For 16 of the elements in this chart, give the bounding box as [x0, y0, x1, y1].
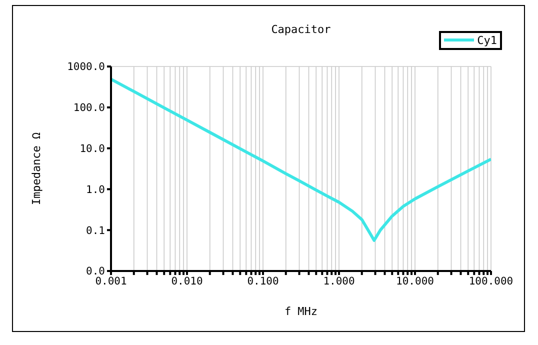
x-tick-label: 0.010: [171, 275, 203, 288]
y-tick-label: 100.0: [73, 102, 105, 114]
y-tick-label: 10.0: [80, 143, 105, 156]
y-tick-label: 1000.0: [67, 61, 105, 74]
y-tick-label: 1.0: [86, 184, 105, 196]
x-tick-label: 1.000: [323, 275, 355, 288]
y-tick-label: 0.1: [86, 224, 105, 237]
x-tick-label: 0.100: [247, 275, 279, 288]
x-tick-label: 100.000: [468, 275, 514, 288]
x-tick-label: 0.001: [95, 275, 127, 288]
legend-label: Cy1: [477, 34, 497, 46]
y-tick-label: 0.0: [86, 266, 105, 278]
chart-title: Capacitor: [271, 23, 331, 36]
x-tick-label: 10.000: [396, 275, 434, 288]
x-axis-title: f MHz: [284, 305, 318, 318]
y-axis-title: Impedance Ω: [30, 132, 43, 206]
